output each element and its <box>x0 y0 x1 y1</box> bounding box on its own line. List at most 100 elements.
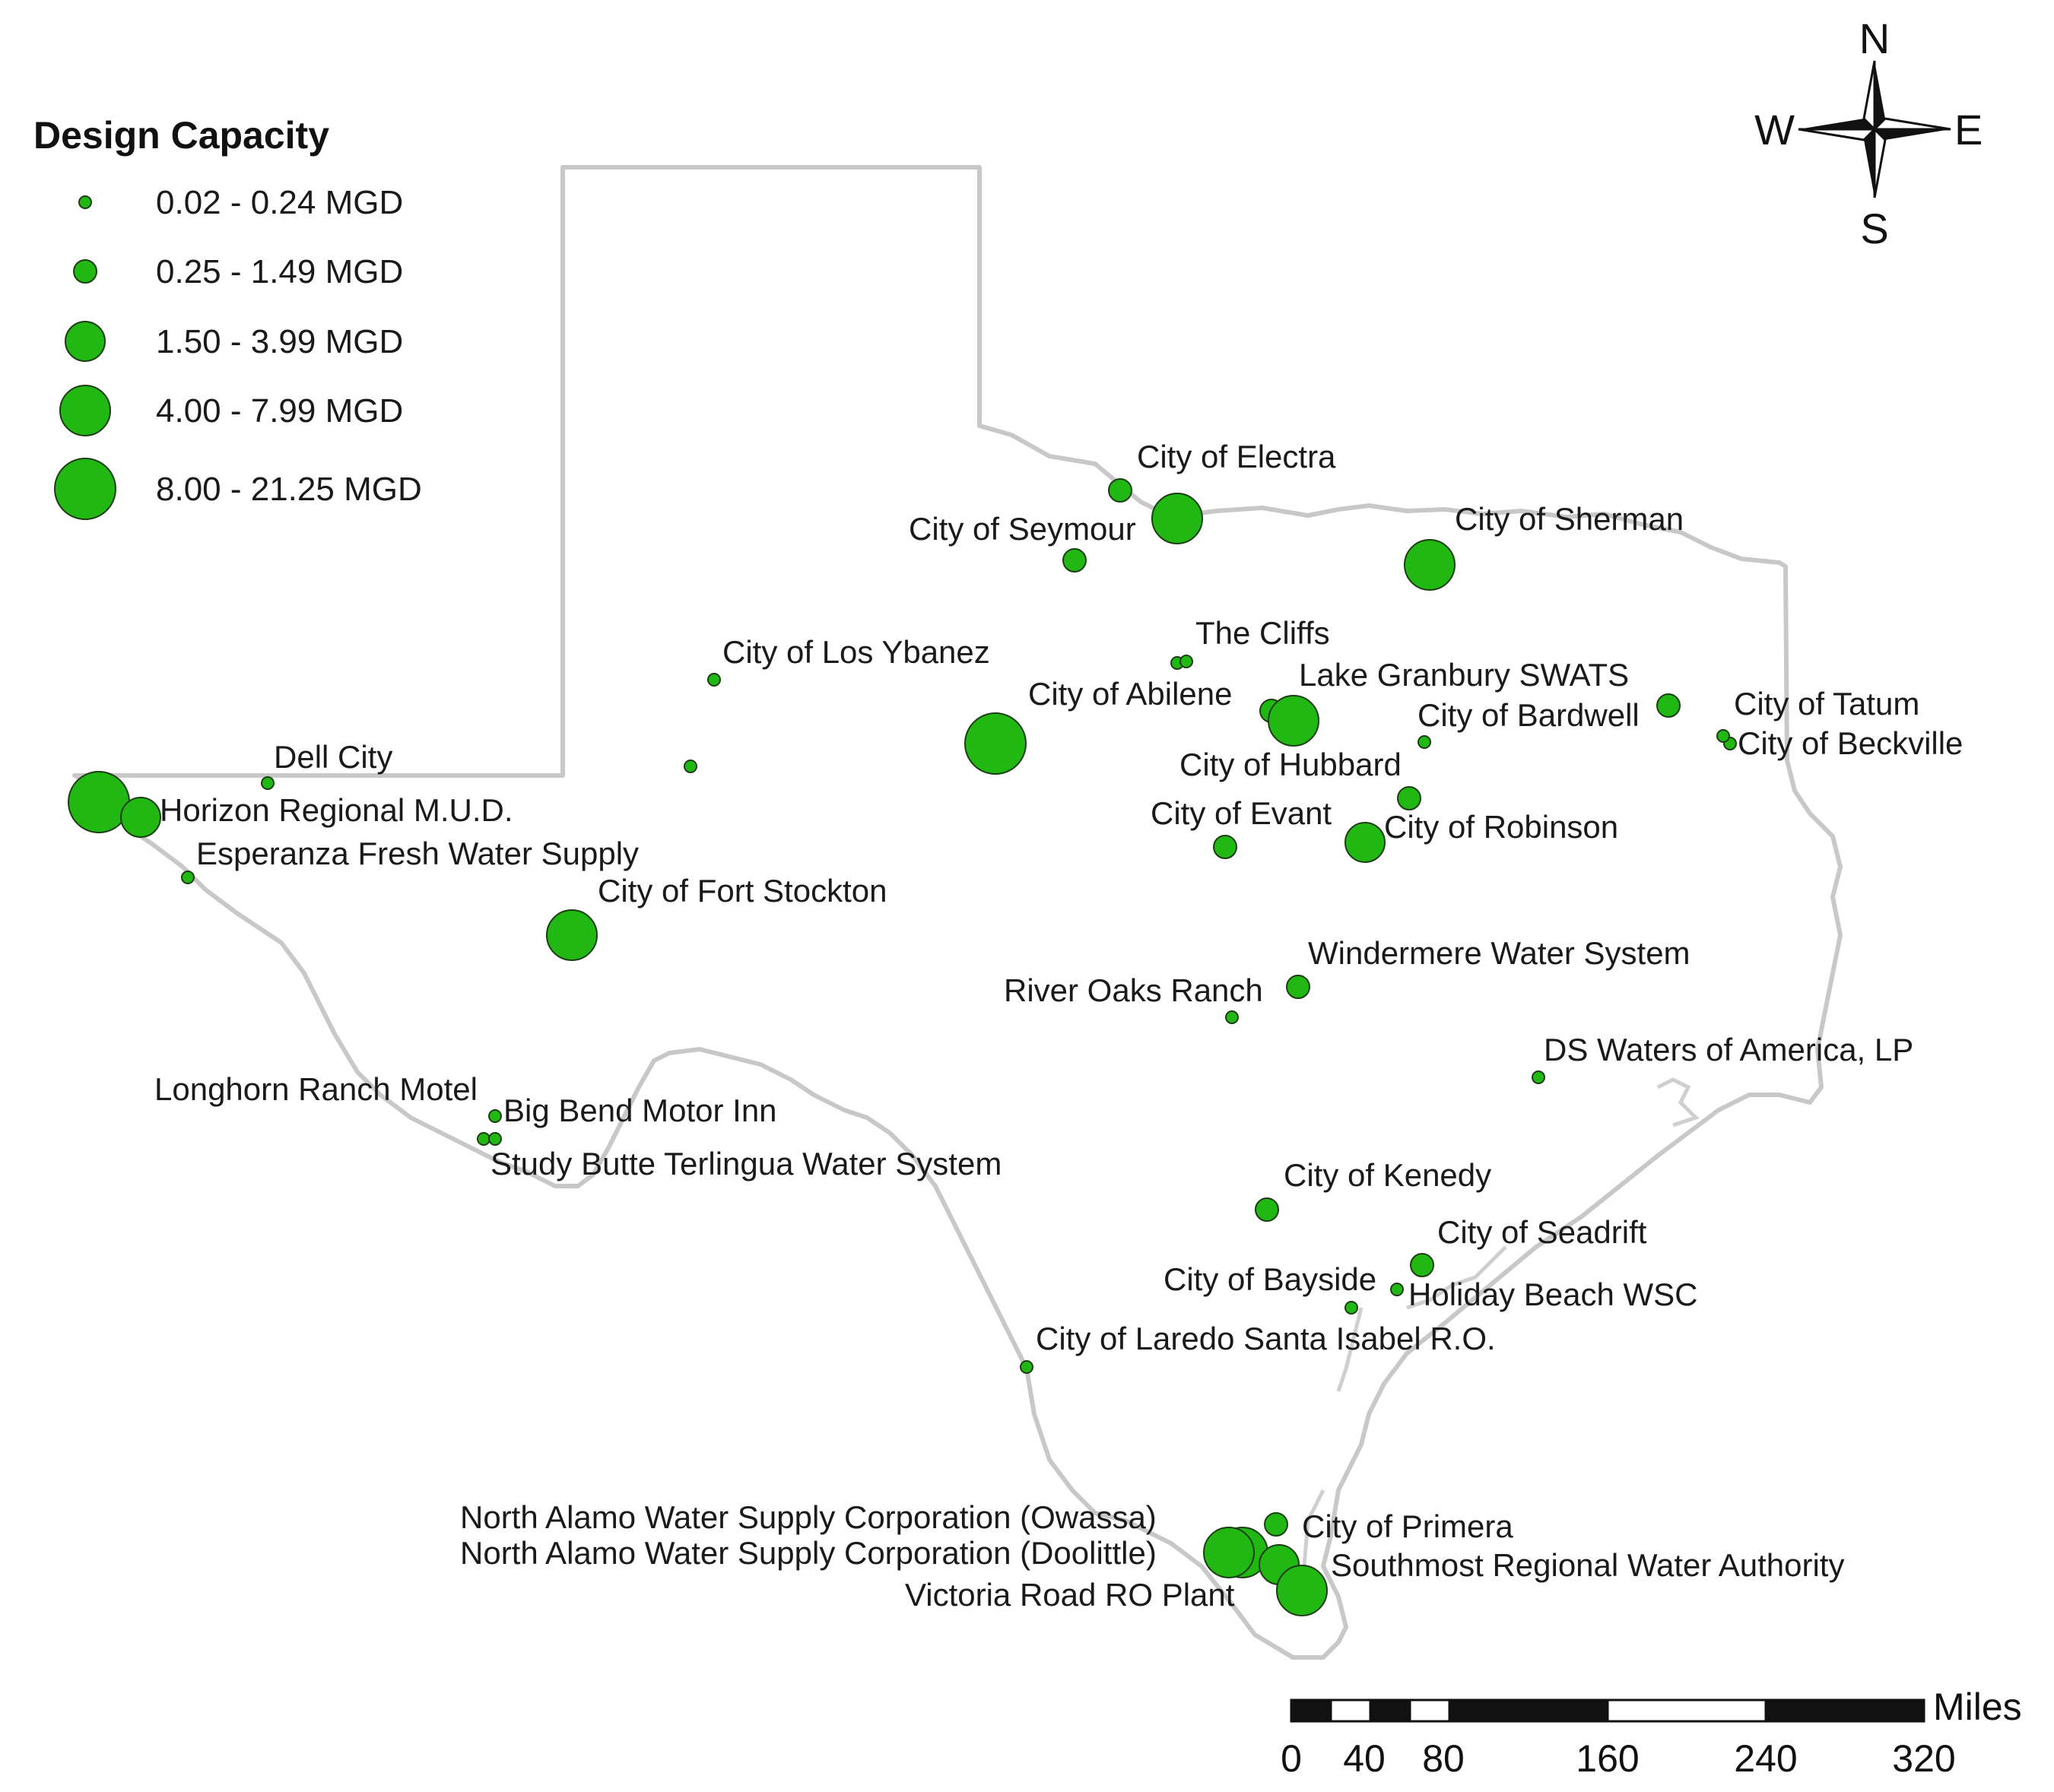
compass-south-label: S <box>1860 205 1888 252</box>
dell-city-marker <box>261 776 275 790</box>
city-of-electra-label: City of Electra <box>1137 439 1336 474</box>
the-cliffs-marker <box>1179 655 1193 668</box>
city-of-evant-marker <box>1213 835 1237 859</box>
windermere-water-system-label: Windermere Water System <box>1308 935 1691 971</box>
scale-tick-0: 0 <box>1281 1737 1302 1780</box>
compass-rose: N S E W <box>1754 14 1983 252</box>
scale-tick-160: 160 <box>1576 1737 1639 1780</box>
texas-state-border <box>72 165 1843 1660</box>
longhorn-ranch-motel-marker <box>477 1132 490 1146</box>
scale-segment-6 <box>1764 1698 1925 1723</box>
city-of-hubbard-label: City of Hubbard <box>1179 747 1402 782</box>
victoria-road-ro-plant-label: Victoria Road RO Plant <box>905 1577 1235 1613</box>
city-of-laredo-santa-isabel-ro-label: City of Laredo Santa Isabel R.O. <box>1036 1321 1496 1356</box>
city-of-sherman-label: City of Sherman <box>1455 501 1684 537</box>
legend: Design Capacity 0.02 - 0.24 MGD 0.25 - 1.… <box>33 114 422 520</box>
holiday-beach-wsc-label: Holiday Beach WSC <box>1408 1277 1697 1312</box>
city-of-los-ybanez-label: City of Los Ybanez <box>722 634 990 670</box>
city-of-tatum-label: City of Tatum <box>1734 686 1919 722</box>
esperanza-fresh-water-supply-marker <box>181 871 195 884</box>
big-bend-motor-inn-label: Big Bend Motor Inn <box>503 1093 777 1128</box>
legend-symbol-4 <box>59 385 111 436</box>
ds-waters-of-america-lp-label: DS Waters of America, LP <box>1544 1032 1913 1067</box>
southmost-regional-water-authority-label: Southmost Regional Water Authority <box>1331 1547 1844 1583</box>
city-of-abilene-label: City of Abilene <box>1028 676 1233 712</box>
lake-granbury-swats-label: Lake Granbury SWATS <box>1299 657 1629 693</box>
north-alamo-doolittle-marker <box>1203 1527 1255 1578</box>
scale-segment-2 <box>1369 1698 1411 1723</box>
city-of-abilene-marker <box>964 712 1027 775</box>
legend-symbol-5 <box>54 458 116 520</box>
scale-segment-3 <box>1408 1698 1451 1723</box>
scale-tick-80: 80 <box>1422 1737 1465 1780</box>
plant-labels: City of Electra City of Seymour City of Sh… <box>154 439 1963 1613</box>
legend-label-2: 0.25 - 1.49 MGD <box>156 253 403 290</box>
city-of-fort-stockton-marker <box>546 909 598 961</box>
north-alamo-owassa-label: North Alamo Water Supply Corporation (Ow… <box>460 1499 1157 1535</box>
compass-north-label: N <box>1859 14 1890 62</box>
city-of-bayside-marker <box>1390 1283 1404 1296</box>
holiday-beach-wsc-marker <box>1344 1301 1358 1315</box>
city-of-bardwell-label: City of Bardwell <box>1417 697 1640 733</box>
city-of-laredo-santa-isabel-ro-marker <box>1020 1360 1033 1374</box>
city-of-electra-marker <box>1108 478 1132 503</box>
legend-label-3: 1.50 - 3.99 MGD <box>156 323 403 360</box>
city-of-kenedy-label: City of Kenedy <box>1284 1157 1491 1193</box>
big-bend-motor-inn-marker <box>488 1109 502 1123</box>
compass-west-point <box>1798 119 1875 129</box>
legend-label-1: 0.02 - 0.24 MGD <box>156 184 403 221</box>
city-of-robinson-label: City of Robinson <box>1384 809 1618 845</box>
city-of-beckville-marker <box>1716 729 1730 743</box>
windermere-water-system-marker <box>1286 975 1310 999</box>
compass-east-point-light <box>1871 117 1951 131</box>
scale-tick-240: 240 <box>1734 1737 1797 1780</box>
compass-north-point <box>1875 61 1885 129</box>
city-of-los-ybanez-marker <box>707 673 721 687</box>
legend-symbol-3 <box>65 321 106 362</box>
city-of-evant-label: City of Evant <box>1151 795 1332 831</box>
compass-west-label: W <box>1754 106 1795 154</box>
dell-city-label: Dell City <box>274 739 392 775</box>
compass-south-point-light <box>1873 126 1887 198</box>
city-of-seymour-marker <box>1062 548 1087 572</box>
scale-segment-1 <box>1329 1698 1372 1723</box>
river-oaks-ranch-label: River Oaks Ranch <box>1004 972 1263 1008</box>
city-of-robinson-marker <box>1344 822 1386 863</box>
esperanza-fresh-water-supply-label: Esperanza Fresh Water Supply <box>196 836 639 871</box>
plant-markers <box>68 478 1737 1616</box>
scale-segment-4 <box>1448 1698 1609 1723</box>
compass-west-point-light <box>1798 128 1878 141</box>
study-butte-terlingua-water-system-marker <box>488 1132 502 1146</box>
lake-granbury-swats-marker <box>1268 695 1319 747</box>
horizon-regional-mud-marker <box>120 797 161 838</box>
longhorn-ranch-motel-label: Longhorn Ranch Motel <box>154 1071 478 1107</box>
legend-label-5: 8.00 - 21.25 MGD <box>156 471 422 508</box>
horizon-regional-mud-label: Horizon Regional M.U.D. <box>160 792 513 828</box>
scale-segment-5 <box>1606 1698 1767 1723</box>
city-of-bardwell-marker <box>1417 735 1431 749</box>
compass-east-point <box>1875 129 1951 140</box>
scale-tick-40: 40 <box>1343 1737 1386 1780</box>
the-cliffs-label: The Cliffs <box>1195 615 1330 651</box>
scale-tick-320: 320 <box>1892 1737 1955 1780</box>
victoria-road-ro-plant-marker <box>1276 1565 1328 1616</box>
city-of-sherman-marker <box>1404 539 1456 591</box>
coastline-bays <box>1302 1077 1700 1613</box>
city-of-beckville-label: City of Beckville <box>1738 725 1963 761</box>
compass-east-label: E <box>1954 106 1983 154</box>
city-of-bayside-label: City of Bayside <box>1164 1261 1376 1297</box>
city-of-primera-marker <box>1264 1512 1288 1537</box>
compass-north-point-light <box>1862 60 1876 132</box>
city-of-seadrift-marker <box>1410 1253 1434 1277</box>
city-of-fort-stockton-label: City of Fort Stockton <box>598 873 887 909</box>
horizon-regional-mud-secondary-marker <box>68 771 130 833</box>
river-oaks-ranch-marker <box>1225 1010 1239 1024</box>
city-of-seymour-secondary-marker <box>1151 493 1203 544</box>
study-butte-terlingua-water-system-label: Study Butte Terlingua Water System <box>490 1146 1002 1181</box>
city-of-los-ybanez-secondary-marker <box>684 760 697 773</box>
legend-label-4: 4.00 - 7.99 MGD <box>156 392 403 430</box>
city-of-seadrift-label: City of Seadrift <box>1437 1214 1647 1250</box>
legend-symbol-1 <box>78 195 92 209</box>
scale-segment-0 <box>1290 1698 1332 1723</box>
